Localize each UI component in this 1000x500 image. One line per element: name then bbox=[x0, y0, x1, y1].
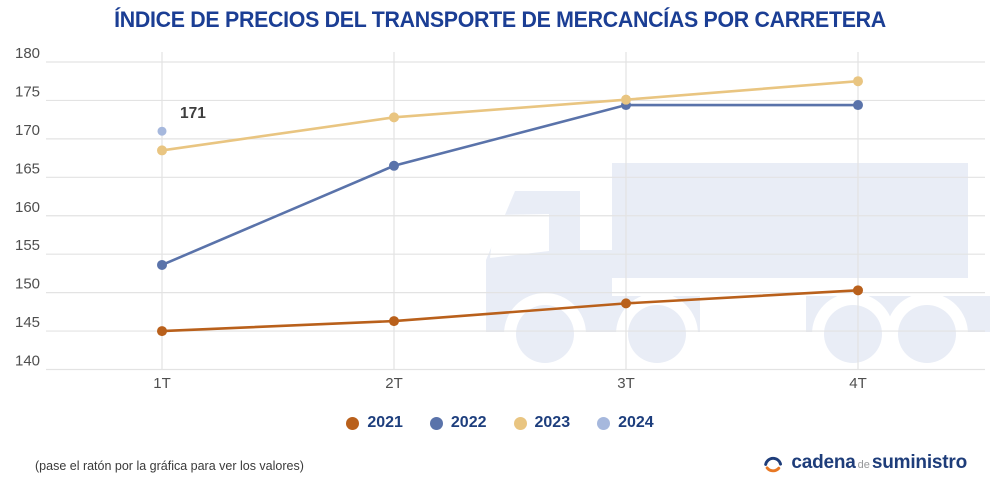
y-axis-tick-label: 150 bbox=[15, 276, 40, 293]
data-point-2023-2T[interactable] bbox=[389, 112, 399, 123]
data-point-2022-4T[interactable] bbox=[853, 100, 863, 111]
series-line-2023 bbox=[161, 79, 859, 152]
data-point-2021-4T[interactable] bbox=[853, 285, 863, 296]
data-point-2022-1T[interactable] bbox=[157, 259, 167, 270]
series-line-2021 bbox=[161, 289, 859, 333]
logo-word-cadena: cadena bbox=[791, 452, 856, 473]
data-point-2021-3T[interactable] bbox=[621, 298, 631, 309]
y-axis-tick-label: 140 bbox=[15, 353, 40, 370]
legend-label: 2022 bbox=[450, 414, 487, 431]
logo-wordmark: cadena de suministro bbox=[791, 452, 967, 474]
data-point-2022-2T[interactable] bbox=[389, 160, 399, 171]
legend-dot-2024-icon bbox=[597, 416, 611, 430]
legend-item-2023[interactable]: 2023 bbox=[513, 414, 571, 432]
hover-hint-note: (pase el ratón por la gráfica para ver l… bbox=[35, 459, 304, 473]
y-axis-tick-label: 155 bbox=[15, 237, 40, 254]
logo-circular-arrows-icon bbox=[764, 456, 783, 473]
chart-legend: 2021 2022 2023 2024 bbox=[0, 414, 1000, 432]
price-index-line-chart[interactable]: 140 145 150 155 160 165 170 175 180 1T 2T 3T 4T 171 bbox=[0, 0, 1000, 400]
legend-label: 2023 bbox=[534, 414, 571, 431]
cadena-de-suministro-logo: cadena de suministro bbox=[762, 452, 967, 474]
data-point-2021-1T[interactable] bbox=[157, 326, 167, 337]
y-axis-tick-label: 175 bbox=[15, 83, 40, 100]
legend-dot-2023-icon bbox=[513, 416, 527, 430]
logo-word-de: de bbox=[857, 459, 870, 471]
legend-item-2021[interactable]: 2021 bbox=[346, 414, 403, 432]
y-axis-tick-label: 145 bbox=[15, 314, 40, 331]
legend-label: 2021 bbox=[367, 414, 403, 431]
legend-item-2022[interactable]: 2022 bbox=[429, 414, 487, 432]
data-point-2023-1T[interactable] bbox=[157, 145, 167, 156]
y-axis-tick-label: 165 bbox=[15, 160, 40, 177]
data-point-2023-4T[interactable] bbox=[853, 76, 863, 87]
x-axis-tick-label: 4T bbox=[849, 375, 867, 392]
logo-word-suministro: suministro bbox=[871, 452, 967, 473]
y-axis-tick-label: 180 bbox=[15, 45, 40, 62]
legend-label: 2024 bbox=[618, 414, 654, 431]
x-axis-tick-label: 1T bbox=[153, 375, 171, 392]
y-axis-tick-label: 160 bbox=[15, 199, 40, 216]
legend-item-2024[interactable]: 2024 bbox=[597, 414, 654, 432]
data-point-2023-3T[interactable] bbox=[621, 94, 631, 105]
truck-watermark-icon bbox=[486, 163, 990, 375]
data-point-label-2024: 171 bbox=[180, 105, 206, 122]
data-point-2021-2T[interactable] bbox=[389, 316, 399, 327]
series-line-2022 bbox=[161, 103, 858, 267]
x-axis-tick-label: 2T bbox=[385, 375, 403, 392]
x-axis-tick-label: 3T bbox=[617, 375, 635, 392]
chart-title: ÍNDICE DE PRECIOS DEL TRANSPORTE DE MERC… bbox=[114, 7, 886, 32]
legend-dot-2021-icon bbox=[346, 416, 360, 430]
data-point-2024-1T[interactable] bbox=[157, 126, 167, 136]
legend-dot-2022-icon bbox=[429, 416, 443, 430]
y-axis-tick-label: 170 bbox=[15, 122, 40, 139]
